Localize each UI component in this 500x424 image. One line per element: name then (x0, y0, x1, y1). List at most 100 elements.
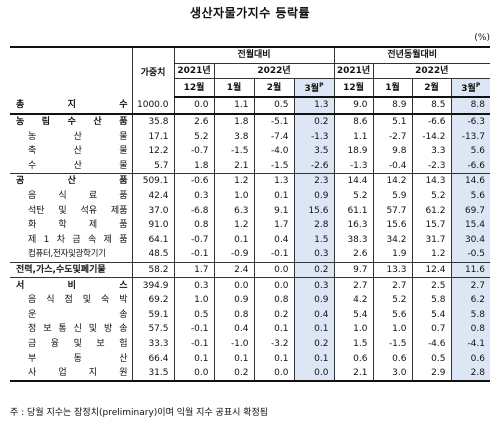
header-mom-month-3: 3월P (293, 78, 334, 99)
mom-cell: -6.8 (173, 203, 214, 218)
weight-cell: 59.1 (131, 307, 174, 323)
weight-cell: 42.4 (131, 188, 174, 204)
yoy-cell: 2.1 (333, 365, 373, 383)
table-row: 전력,가스,수도및폐기물 58.2 1.7 2.4 0.0 0.2 9.7 13.3 12.4 1… (10, 261, 490, 278)
header-mom: 전월대비 (173, 45, 334, 64)
header-yoy: 전년동월대비 (333, 45, 490, 64)
mom-cell: -1.3 (293, 129, 334, 144)
mom-cell: 1.3 (253, 173, 294, 189)
mom-cell: -5.1 (253, 113, 294, 130)
mom-cell: 0.1 (213, 232, 254, 248)
row-label: 제 1 차 금 속 제 품 (28, 234, 128, 245)
yoy-cell: 2.8 (450, 365, 490, 383)
table-row: 석탄 및 석유 제품 37.0 -6.8 6.3 9.1 15.6 61.1 57.7 61.2… (10, 203, 490, 218)
table-row: 농 림 수 산 품 35.8 2.6 1.8 -5.1 0.2 8.6 5.1 -6.6 -6.3 (10, 113, 490, 130)
yoy-cell: 18.9 (333, 143, 373, 159)
mom-cell: 2.6 (173, 113, 214, 130)
mom-cell: 0.0 (173, 365, 214, 383)
footnote: 주 : 당월 지수는 잠정치(preliminary)이며 익월 지수 공표시 … (10, 408, 269, 418)
mom-cell: -4.0 (253, 143, 294, 159)
row-label: 컴퓨터,전자및광학기기 (28, 249, 106, 260)
yoy-cell: 14.3 (411, 173, 451, 189)
yoy-cell: 15.6 (372, 217, 412, 233)
mom-cell: -0.7 (173, 143, 214, 159)
table-row: 음 식 료 품 42.4 0.3 1.0 0.1 0.9 5.2 5.9 5.2 5.6 (10, 188, 490, 204)
weight-cell: 69.2 (131, 292, 174, 308)
mom-cell: -2.6 (293, 158, 334, 174)
mom-cell: 0.0 (173, 97, 214, 115)
yoy-cell: 69.7 (450, 203, 490, 218)
header-mom-month-2: 2월 (253, 78, 294, 99)
weight-cell: 1000.0 (131, 97, 174, 115)
yoy-cell: -0.5 (450, 247, 490, 263)
yoy-cell: 5.4 (333, 307, 373, 323)
weight-cell: 48.5 (131, 247, 174, 263)
yoy-cell: 34.2 (372, 232, 412, 248)
yoy-cell: 3.3 (411, 143, 451, 159)
mom-cell: 0.9 (293, 292, 334, 308)
mom-cell: 0.0 (253, 365, 294, 383)
yoy-cell: 14.6 (450, 173, 490, 189)
mom-cell: 0.8 (173, 217, 214, 233)
mom-cell: 1.5 (293, 232, 334, 248)
yoy-cell: 0.8 (450, 322, 490, 337)
header-yoy-2021: 2021년 (333, 63, 373, 80)
row-label: 화 학 제 품 (28, 220, 128, 231)
table-row: 공 산 품 509.1 -0.6 1.2 1.3 2.3 14.4 14.2 14.3 14.6 (10, 173, 490, 189)
unit-label: (%) (474, 33, 490, 43)
mom-cell: 1.0 (213, 188, 254, 204)
mom-cell: 0.2 (293, 113, 334, 130)
row-label: 음 식 점 및 숙 박 (28, 295, 128, 306)
row-label: 농 산 물 (28, 131, 128, 142)
table-row: 정 보 통 신 및 방 송 57.5 -0.1 0.4 0.1 0.1 1.0 1.0 0.7 0… (10, 322, 490, 337)
weight-cell: 5.7 (131, 158, 174, 174)
yoy-cell: 5.2 (333, 188, 373, 204)
header-yoy-month-1: 1월 (372, 78, 412, 99)
mom-cell: 0.0 (253, 261, 294, 278)
yoy-cell: -2.3 (411, 158, 451, 174)
weight-cell: 509.1 (131, 173, 174, 189)
yoy-cell: 0.6 (450, 351, 490, 366)
table-row: 서 비 스 394.9 0.3 0.0 0.0 0.3 2.7 2.7 2.5 2.7 (10, 277, 490, 293)
header-yoy-month-3: 3월P (450, 78, 490, 99)
yoy-cell: 8.6 (333, 113, 373, 130)
mom-cell: 0.8 (213, 307, 254, 323)
mom-cell: -0.1 (173, 322, 214, 337)
mom-cell: 0.1 (173, 351, 214, 366)
yoy-cell: 61.1 (333, 203, 373, 218)
mom-cell: 0.3 (173, 277, 214, 293)
yoy-cell: 11.6 (450, 261, 490, 278)
row-label: 공 산 품 (10, 173, 132, 189)
mom-cell: 0.2 (293, 261, 334, 278)
weight-cell: 37.0 (131, 203, 174, 218)
mom-cell: 0.3 (173, 188, 214, 204)
yoy-cell: 1.9 (372, 247, 412, 263)
yoy-cell: 57.7 (372, 203, 412, 218)
weight-cell: 58.2 (131, 261, 174, 278)
table-row: 수 산 물 5.7 1.8 2.1 -1.5 -2.6 -1.3 -0.4 -2.3 -6.6 (10, 158, 490, 174)
yoy-cell: 9.8 (372, 143, 412, 159)
preliminary-mark: P (475, 82, 481, 90)
mom-cell: 2.8 (293, 217, 334, 233)
mom-cell: 0.5 (173, 307, 214, 323)
yoy-cell: -4.1 (450, 336, 490, 352)
mom-cell: 0.4 (293, 307, 334, 323)
yoy-cell: 1.0 (372, 322, 412, 337)
weight-cell: 64.1 (131, 232, 174, 248)
yoy-cell: 61.2 (411, 203, 451, 218)
mom-cell: 0.1 (253, 351, 294, 366)
mom-cell: 1.7 (173, 261, 214, 278)
mom-cell: -1.0 (213, 336, 254, 352)
table-row: 제 1 차 금 속 제 품 64.1 -0.7 0.1 0.4 1.5 38.3 34.2 31… (10, 232, 490, 248)
yoy-cell: -6.6 (450, 158, 490, 174)
row-label: 석탄 및 석유 제품 (28, 205, 128, 216)
mom-cell: -0.1 (173, 247, 214, 263)
mom-cell: 3.5 (293, 143, 334, 159)
yoy-cell: -4.6 (411, 336, 451, 352)
row-label: 농 림 수 산 품 (10, 113, 132, 130)
yoy-cell: 1.5 (333, 336, 373, 352)
yoy-cell: 2.9 (411, 365, 451, 383)
mom-cell: 0.2 (253, 307, 294, 323)
mom-cell: 0.5 (253, 97, 294, 115)
mom-cell: 0.9 (293, 188, 334, 204)
